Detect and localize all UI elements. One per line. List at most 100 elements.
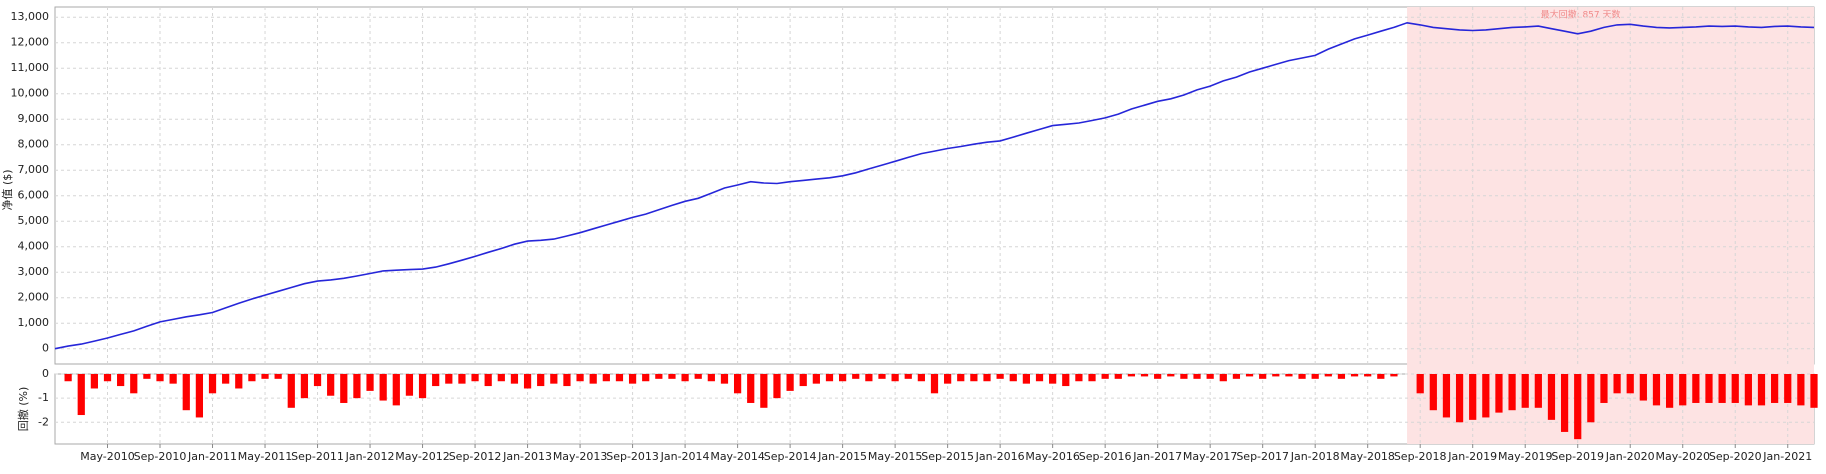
y-tick-label: 4,000 xyxy=(18,240,50,253)
drawdown-bar xyxy=(1547,374,1556,420)
drawdown-bar xyxy=(103,374,112,382)
drawdown-bar xyxy=(1364,374,1372,377)
x-tick-label: Jan-2017 xyxy=(1132,450,1182,463)
drawdown-bar xyxy=(852,374,860,379)
drawdown-bar xyxy=(117,374,125,387)
drawdown-bar xyxy=(1324,374,1332,377)
drawdown-bar xyxy=(891,374,899,382)
drawdown-bar xyxy=(1665,374,1674,408)
drawdown-bar xyxy=(1101,374,1109,379)
drawdown-bar xyxy=(1744,374,1752,406)
drawdown-bar xyxy=(1219,374,1227,382)
drawdown-bar xyxy=(1429,374,1437,411)
drawdown-bar xyxy=(1692,374,1700,403)
x-tick-label: May-2012 xyxy=(395,450,450,463)
drawdown-region xyxy=(1407,7,1814,444)
drawdown-bar xyxy=(996,374,1004,379)
x-tick-label: Sep-2011 xyxy=(291,450,344,463)
drawdown-bar xyxy=(615,374,624,382)
x-tick-label: Jan-2020 xyxy=(1605,450,1655,463)
drawdown-bar xyxy=(1560,374,1569,432)
drawdown-bar xyxy=(576,374,584,382)
x-tick-label: Sep-2014 xyxy=(764,450,817,463)
drawdown-bar xyxy=(773,374,781,399)
equity-line xyxy=(54,21,1815,350)
drawdown-bar xyxy=(1587,374,1595,423)
y-tick-label: -1 xyxy=(38,391,49,404)
drawdown-bar xyxy=(917,374,925,382)
drawdown-bar xyxy=(1508,374,1516,411)
drawdown-bar xyxy=(64,374,72,382)
drawdown-bar xyxy=(1075,374,1083,382)
drawdown-bar xyxy=(1416,374,1424,394)
x-tick-label: May-2019 xyxy=(1498,450,1553,463)
drawdown-bar xyxy=(865,374,873,382)
drawdown-bar xyxy=(1272,374,1280,377)
drawdown-bar xyxy=(1140,374,1149,377)
drawdown-bar xyxy=(602,374,610,382)
drawdown-bar xyxy=(1154,374,1162,379)
y-axis-label: 净值 ($) xyxy=(0,169,14,210)
drawdown-bar xyxy=(1600,374,1608,403)
drawdown-bar xyxy=(983,374,991,382)
drawdown-bar xyxy=(747,374,755,403)
drawdown-bar xyxy=(970,374,978,382)
drawdown-bar xyxy=(733,374,742,394)
drawdown-bar xyxy=(340,374,348,403)
drawdown-bar xyxy=(930,374,939,394)
drawdown-bar xyxy=(90,374,98,389)
x-tick-label: Sep-2010 xyxy=(134,450,187,463)
x-tick-label: May-2016 xyxy=(1025,450,1080,463)
drawdown-bar xyxy=(1049,374,1057,384)
y-tick-label: 2,000 xyxy=(18,291,50,304)
x-tick-label: Sep-2015 xyxy=(921,450,974,463)
drawdown-bar xyxy=(786,374,794,391)
drawdown-bar xyxy=(1088,374,1096,382)
drawdown-bar xyxy=(878,374,886,379)
x-tick-label: Sep-2020 xyxy=(1709,450,1762,463)
x-tick-label: Sep-2019 xyxy=(1551,450,1604,463)
drawdown-bar xyxy=(1442,374,1451,418)
drawdown-bar xyxy=(668,374,676,379)
drawdown-bar xyxy=(471,374,479,382)
x-tick-label: Jan-2013 xyxy=(502,450,552,463)
drawdown-bar xyxy=(1626,374,1634,394)
drawdown-bar xyxy=(1455,374,1464,423)
drawdown-bar xyxy=(1127,374,1136,377)
drawdown-bar xyxy=(1114,374,1122,379)
drawdown-bar xyxy=(392,374,400,406)
drawdown-bar xyxy=(1009,374,1017,382)
x-tick-label: May-2011 xyxy=(238,450,293,463)
y-tick-label: 3,000 xyxy=(18,265,50,278)
drawdown-bar xyxy=(445,374,453,384)
drawdown-bar xyxy=(694,374,702,379)
drawdown-bar xyxy=(313,374,322,387)
drawdown-bar xyxy=(274,374,282,379)
drawdown-bar xyxy=(1784,374,1792,403)
drawdown-bar xyxy=(484,374,492,387)
drawdown-bar xyxy=(1232,374,1241,379)
annotation: 最大回撤: 857 天数 xyxy=(1541,9,1621,21)
drawdown-bar xyxy=(760,374,768,408)
drawdown-bar xyxy=(681,374,689,382)
y-tick-label: 7,000 xyxy=(18,163,50,176)
x-tick-label: May-2014 xyxy=(710,450,765,463)
drawdown-bar xyxy=(1652,374,1661,406)
drawdown-bar xyxy=(432,374,440,387)
y-tick-label: 13,000 xyxy=(11,10,50,23)
x-tick-label: May-2018 xyxy=(1340,450,1395,463)
drawdown-bar xyxy=(1482,374,1490,418)
x-tick-label: Jan-2011 xyxy=(187,450,237,463)
y-tick-label: 11,000 xyxy=(11,61,50,74)
drawdown-bar xyxy=(563,374,571,387)
x-tick-label: May-2013 xyxy=(553,450,608,463)
x-tick-label: Jan-2021 xyxy=(1762,450,1812,463)
drawdown-bar xyxy=(1311,374,1319,379)
x-tick-label: Jan-2014 xyxy=(660,450,710,463)
drawdown-bar xyxy=(1574,374,1582,440)
drawdown-bar xyxy=(208,374,217,394)
drawdown-bar xyxy=(1521,374,1529,408)
x-tick-label: Sep-2017 xyxy=(1236,450,1289,463)
x-tick-label: Sep-2012 xyxy=(449,450,502,463)
drawdown-bar xyxy=(156,374,164,382)
